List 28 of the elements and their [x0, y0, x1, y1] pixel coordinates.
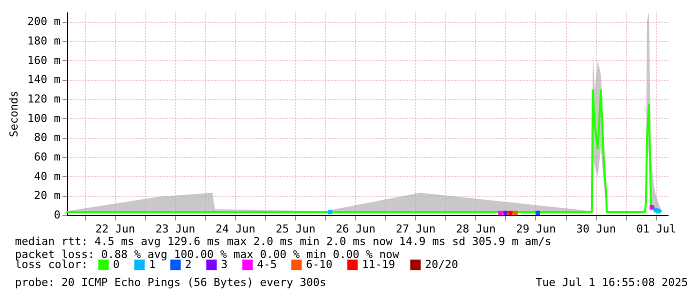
- legend-label: 20/20: [425, 258, 458, 271]
- y-tick-label: 40 m: [34, 170, 61, 183]
- legend-title: loss color:: [15, 258, 88, 271]
- text: probe: 20 ICMP Echo Pings (56 Bytes) every 300s: [15, 276, 326, 289]
- line-series: [66, 89, 662, 214]
- y-tick-label: 160 m: [27, 54, 61, 67]
- x-tick-label: 24 Jun: [216, 222, 256, 236]
- y-tick-label: 20 m: [34, 189, 61, 202]
- y-tick-label: 200 m: [27, 15, 61, 28]
- y-tick-label: 0: [54, 208, 60, 222]
- x-tick-label: 26 Jun: [336, 222, 376, 236]
- text: Tue Jul 1 16:55:08 2025: [536, 276, 688, 289]
- y-tick-label: 120 m: [27, 92, 61, 106]
- x-tick-label: 25 Jun: [276, 222, 316, 236]
- text: median rtt: 4.5 ms avg 129.6 ms max 2.0 ms min 2.0 ms now 14.9 ms sd 305.9 m am/s: [15, 235, 552, 248]
- x-tick-label: 22 Jun: [95, 222, 136, 236]
- x-tick-label: 28 Jun: [456, 222, 496, 236]
- y-tick-label: 180 m: [27, 34, 61, 48]
- y-tick-label: 80 m: [34, 131, 61, 144]
- x-tick-label: 01 Jul: [636, 222, 676, 236]
- y-tick-label: 100 m: [27, 112, 61, 125]
- y-axis-title: Seconds: [7, 90, 20, 138]
- x-tick-label: 27 Jun: [396, 222, 436, 236]
- x-tick-label: 23 Jun: [156, 222, 196, 236]
- y-tick-label: 140 m: [27, 73, 61, 86]
- x-tick-label: 29 Jun: [516, 222, 556, 236]
- x-tick-label: 30 Jun: [576, 222, 616, 236]
- y-tick-label: 60 m: [34, 150, 61, 164]
